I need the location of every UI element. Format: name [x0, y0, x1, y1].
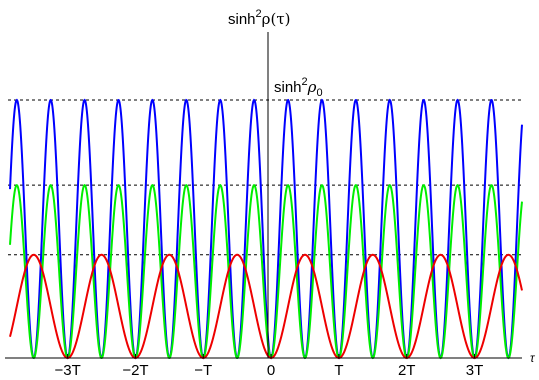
y-axis-label: sinh2ρ(τ) — [228, 8, 290, 28]
curves — [9, 98, 523, 360]
series-line — [9, 253, 523, 360]
x-tick-label: 3T — [466, 362, 484, 379]
x-tick-label: −3T — [55, 362, 81, 379]
x-tick-label: −T — [194, 362, 212, 379]
x-tick-label: 2T — [398, 362, 416, 379]
sinh2-rho0-annotation: sinh2ρ0 — [274, 76, 323, 99]
x-ticks: −3T −2T −T 0 T 2T 3T — [55, 354, 484, 379]
x-tick-label: −2T — [122, 362, 148, 379]
x-axis-label: τ — [530, 351, 536, 365]
x-tick-label: T — [334, 362, 343, 379]
x-tick-label: 0 — [267, 362, 275, 379]
series-line — [9, 183, 523, 360]
reference-lines — [8, 99, 522, 256]
